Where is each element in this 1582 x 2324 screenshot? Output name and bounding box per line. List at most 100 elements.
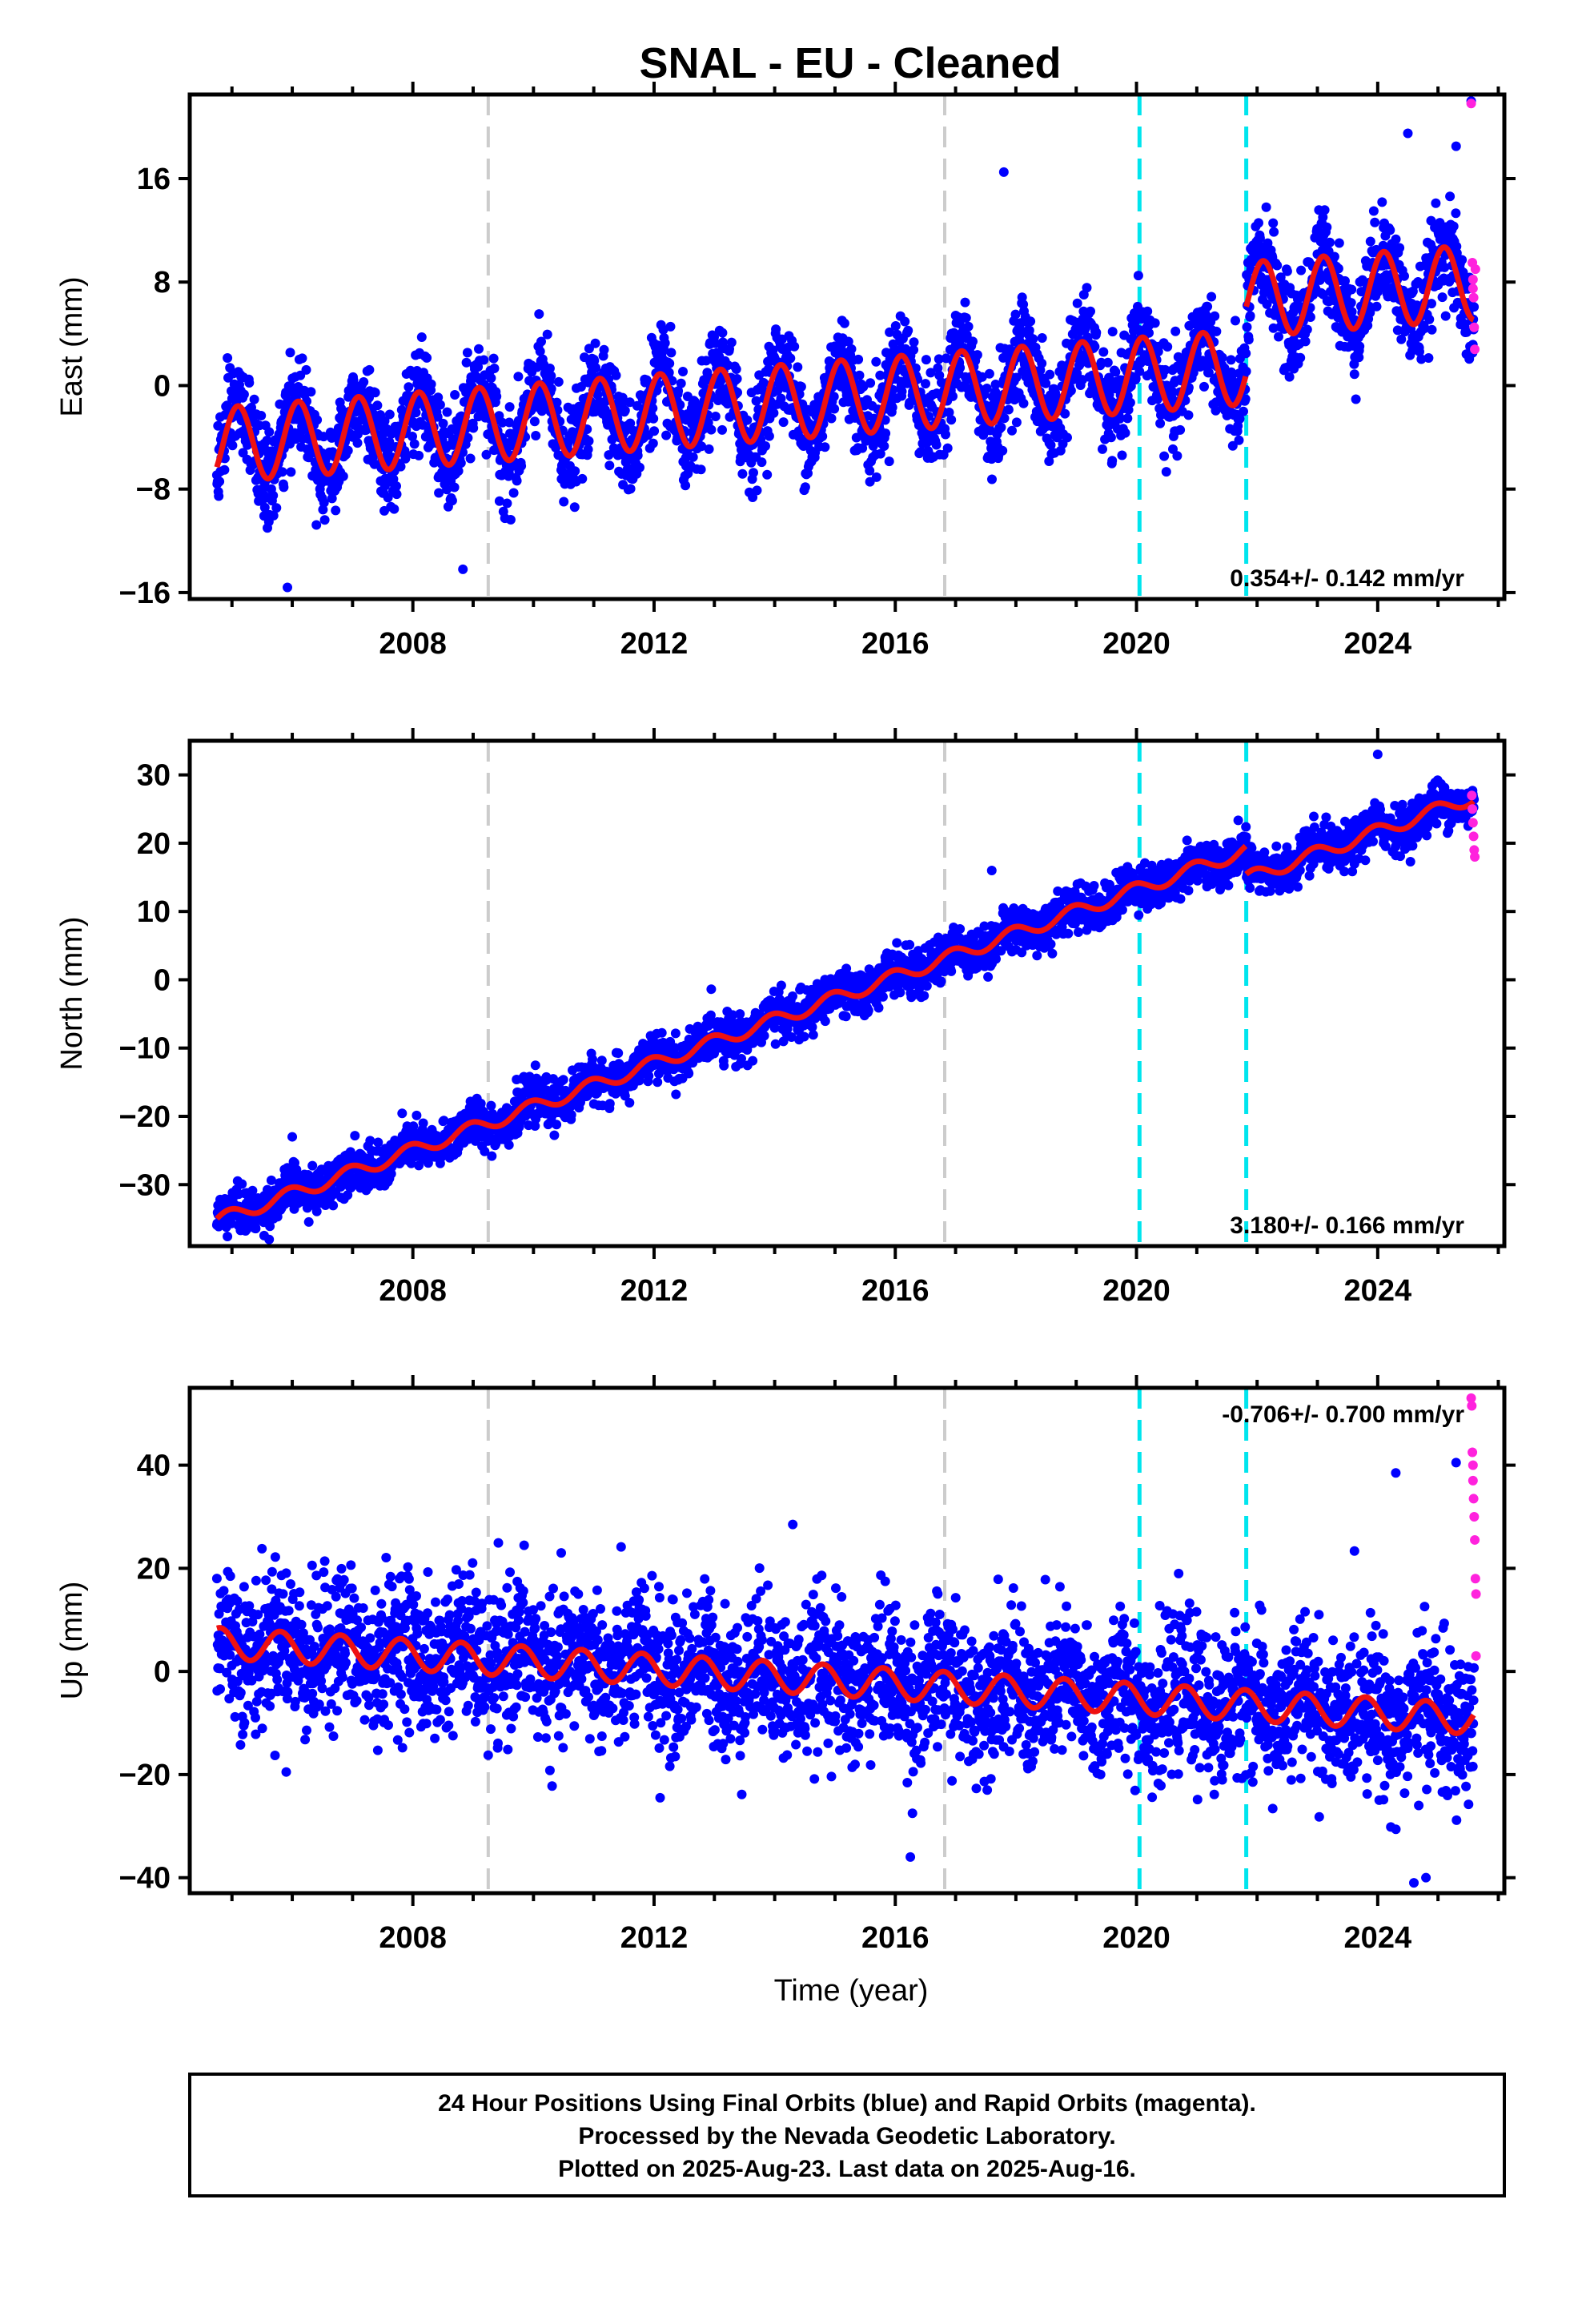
data-point [1098,347,1109,357]
data-point [713,396,723,405]
data-point [589,356,600,366]
data-point [489,364,500,373]
data-point [536,336,546,347]
rapid-orbit-point [1468,292,1479,303]
data-point [1396,334,1407,344]
data-point [675,400,685,410]
data-point [423,1158,433,1168]
data-point [1122,413,1133,424]
data-point [1060,408,1070,419]
data-point [1144,328,1154,338]
data-point [1368,206,1379,216]
data-point [1347,284,1357,295]
data-point [921,379,930,389]
data-point [214,491,224,501]
data-point [681,480,691,491]
data-point [926,368,936,378]
outlier-point [1451,141,1461,151]
data-point [1107,456,1118,466]
data-point [435,400,445,410]
data-point [364,364,375,375]
data-point [737,468,748,479]
data-point [903,325,913,336]
data-point [552,1120,562,1130]
data-point [620,1091,630,1101]
data-point [1469,302,1480,312]
data-point [697,441,707,452]
data-point [604,460,615,471]
outlier-point [458,564,468,574]
y-axis-label: East (mm) [55,276,89,416]
data-point [508,488,519,498]
data-point [1416,354,1427,364]
data-point [931,440,942,450]
data-point [599,344,609,355]
data-point [726,337,737,348]
data-point [1102,357,1113,368]
data-point [553,376,564,387]
data-point [998,445,1008,456]
data-point [1399,271,1409,281]
data-point [434,488,444,498]
data-point [584,436,594,446]
data-point [1349,369,1359,380]
data-point [600,404,610,415]
data-point [885,327,895,337]
data-point [319,515,330,525]
data-point [348,375,359,385]
x-tick-label: 2012 [620,627,689,661]
data-point [1107,327,1118,337]
data-point [251,1224,261,1234]
data-point [1018,398,1029,408]
data-point [481,449,492,460]
data-point [946,415,957,425]
data-point [338,471,348,481]
data-point [942,443,953,453]
data-point [311,520,322,530]
data-point [449,482,460,493]
data-point [1130,373,1141,384]
data-point [1351,394,1361,404]
data-point [785,353,796,364]
data-point [881,428,891,439]
data-point [769,408,779,418]
data-point [960,297,970,308]
data-point [999,413,1010,424]
data-point [916,447,926,457]
data-point [259,502,270,513]
data-point [591,363,601,373]
data-point [223,1232,233,1241]
data-point [1037,333,1047,343]
data-point [1110,367,1121,377]
rate-annotation: 0.354+/- 0.142 mm/yr [1230,565,1464,592]
data-point [1437,292,1447,303]
model-fit-line [1243,244,1476,336]
data-point [1340,275,1350,286]
data-point [1261,202,1271,212]
y-tick-label: −8 [136,473,171,507]
data-point [778,417,789,428]
data-point [990,380,1001,389]
data-point [559,497,569,507]
data-point [1457,255,1468,265]
data-point [1407,286,1418,296]
data-point [465,453,476,464]
data-point [1155,418,1166,428]
data-point [1161,467,1171,477]
data-point [625,484,636,494]
data-point [1300,336,1311,347]
data-point [1445,191,1456,202]
data-point [492,392,502,401]
data-point [961,313,971,323]
data-point [1211,405,1221,416]
data-point [1346,298,1356,308]
data-point [307,1160,318,1171]
data-point [389,504,400,514]
data-point [1378,240,1388,251]
data-point [771,324,781,335]
data-point [544,364,555,373]
y-tick-label: 16 [137,163,171,196]
data-point [1011,417,1022,428]
x-tick-label: 2008 [379,627,447,661]
data-point [1347,307,1357,317]
